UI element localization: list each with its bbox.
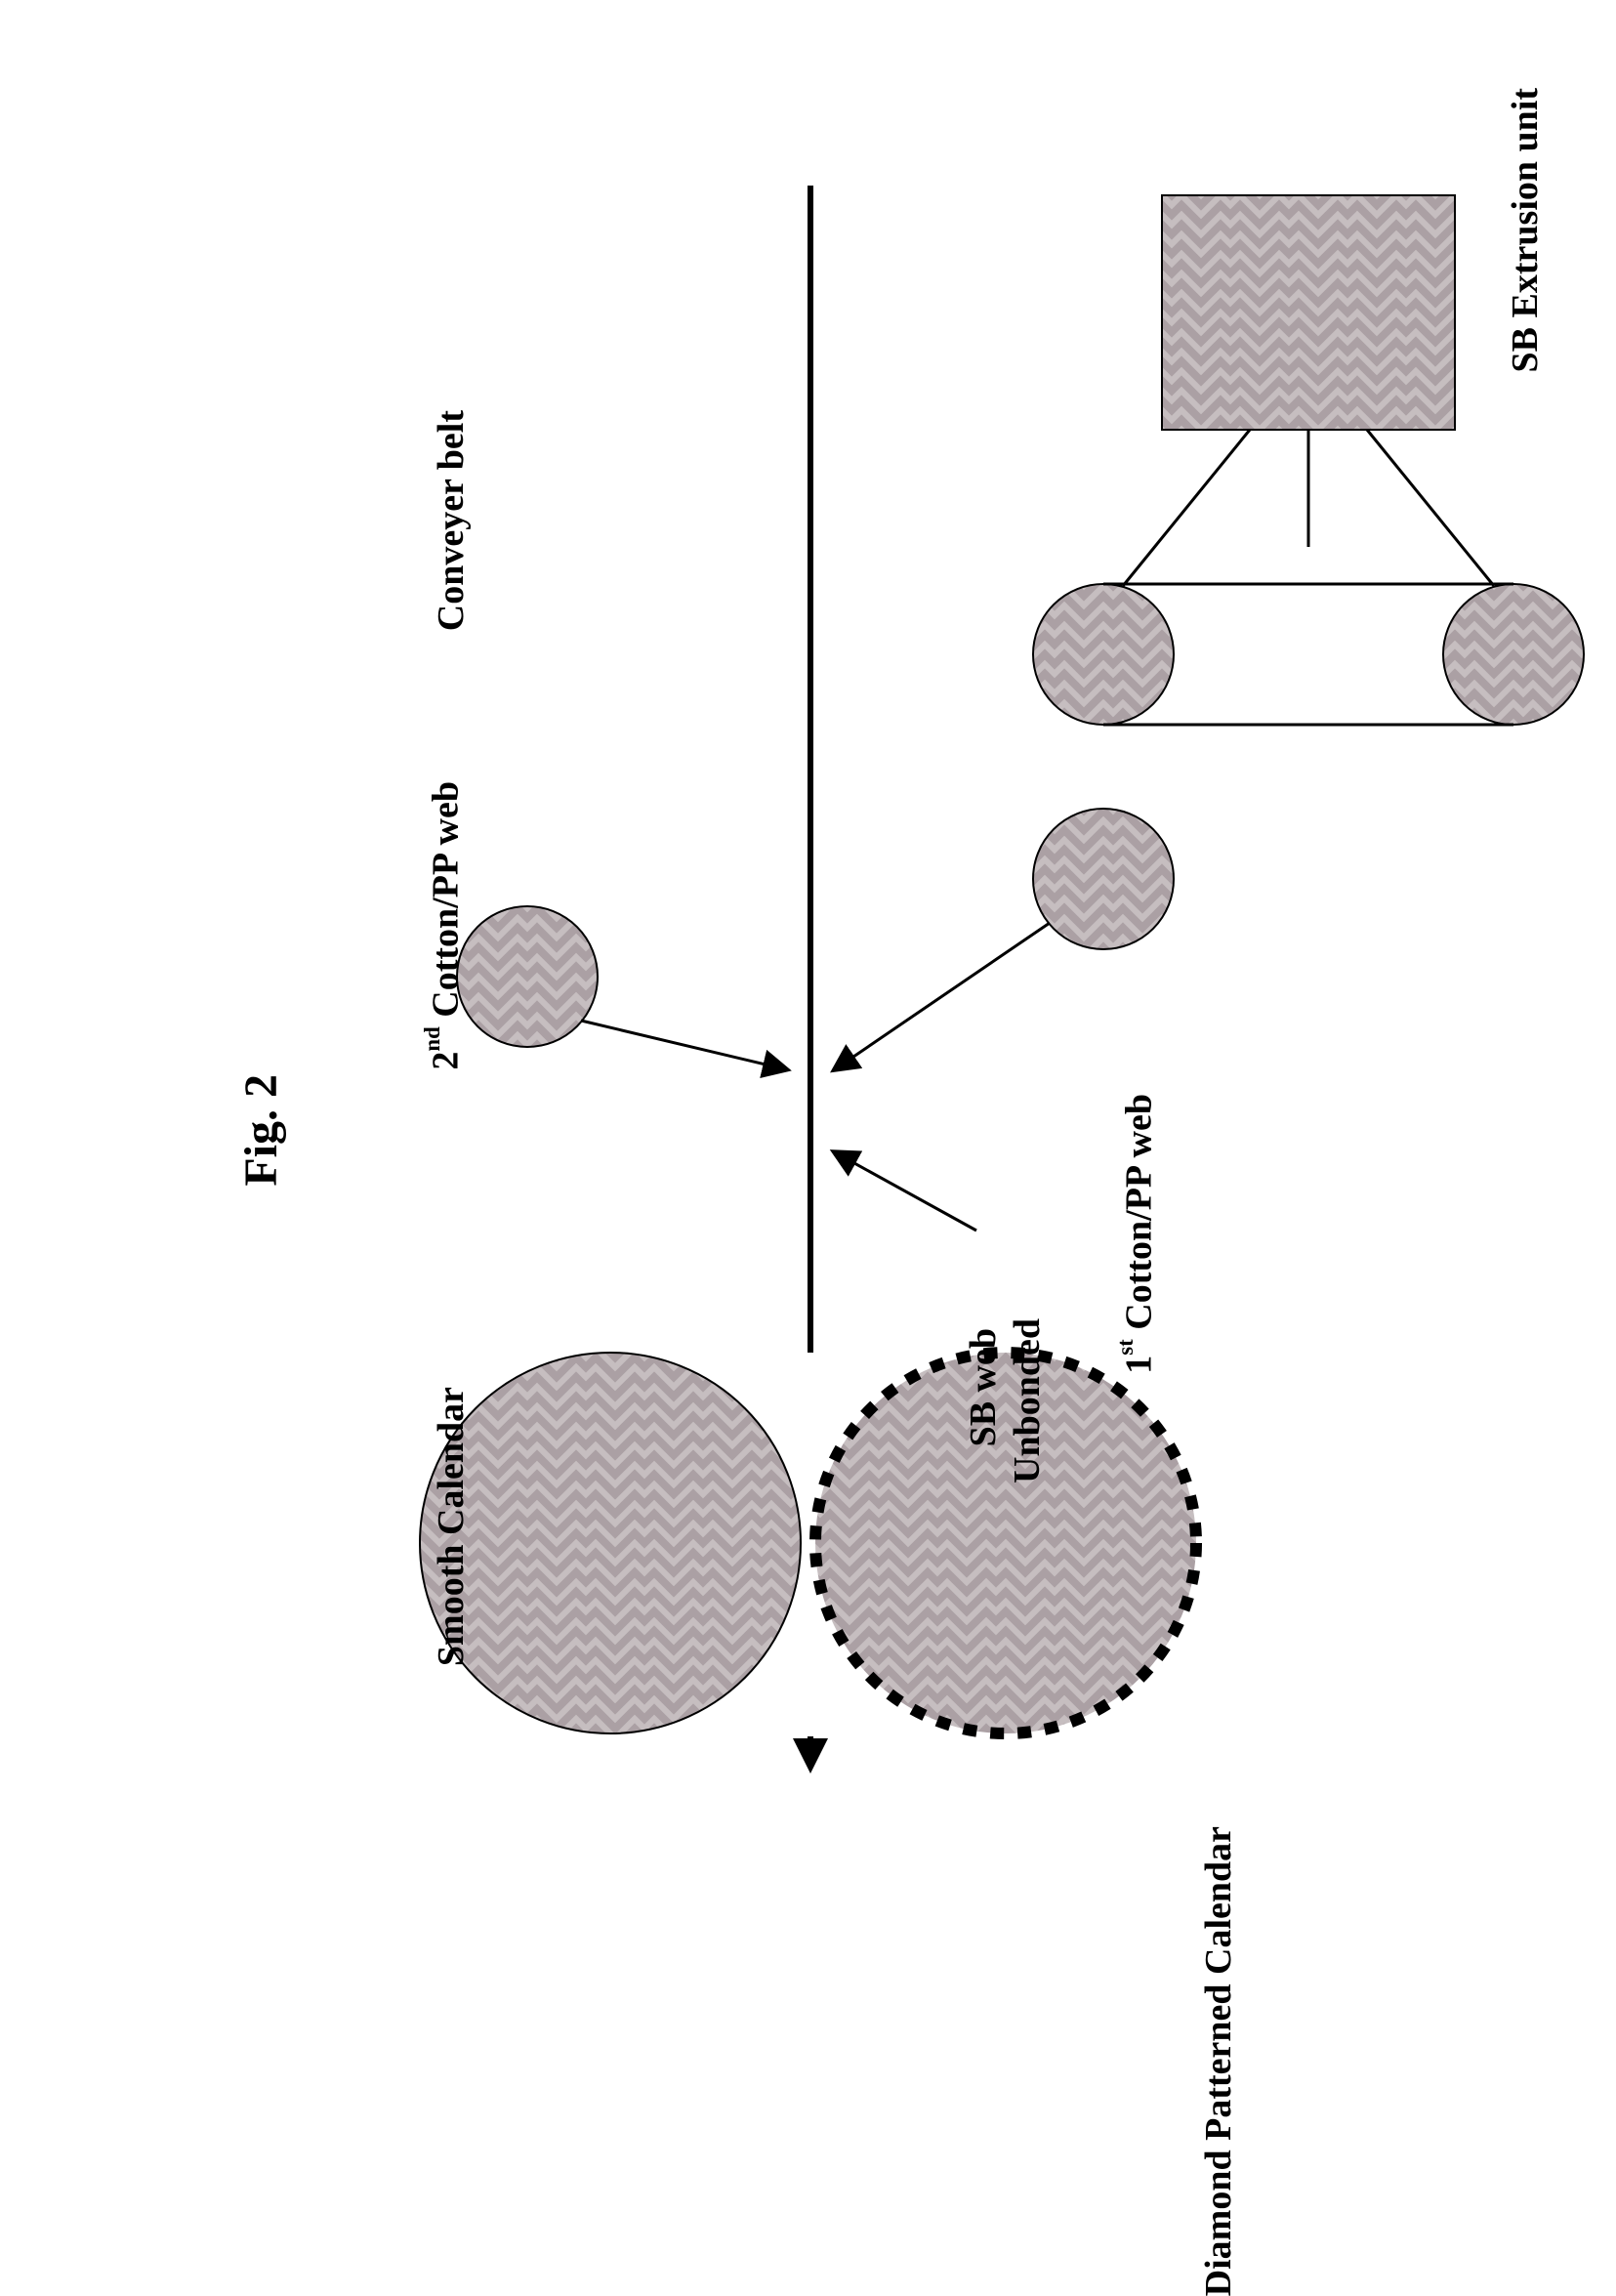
cotton-roll-2 (457, 906, 598, 1047)
ord-post: Cotton/PP web (426, 781, 467, 1026)
cotton1-arrow (835, 923, 1050, 1069)
ord-post: Cotton/PP web (1119, 1094, 1160, 1339)
cotton-roll-1 (1033, 809, 1174, 949)
diagram-stage (0, 0, 1616, 1934)
unbonded-label-1: Unbonded (1006, 1318, 1049, 1483)
ord-pre: 2 (426, 1052, 467, 1070)
diamond-label: Diamond Patterned Calendar (1197, 1826, 1240, 2296)
extruder-box (1162, 195, 1455, 430)
cotton2-label: 2nd Cotton/PP web (420, 781, 468, 1070)
ord-sup: st (1113, 1339, 1138, 1355)
cotton2-arrow (581, 1021, 786, 1069)
conveyer-label: Conveyer belt (430, 410, 473, 631)
cotton1-label: 1st Cotton/PP web (1113, 1094, 1161, 1374)
belt-roll-right (1443, 584, 1584, 725)
extruder-ray (1123, 430, 1250, 586)
unbonded-label-2: SB web (962, 1328, 1005, 1446)
ord-pre: 1 (1119, 1356, 1160, 1374)
ord-sup: nd (420, 1026, 444, 1051)
figure-caption: Fig. 2 (234, 1074, 288, 1187)
smooth-label: Smooth Calendar (430, 1387, 473, 1666)
extruder-ray (1367, 430, 1494, 586)
unbonded-arrow (835, 1152, 976, 1231)
belt-roll-left (1033, 584, 1174, 725)
smooth-calendar (420, 1353, 801, 1733)
extrusion-label: SB Extrusion unit (1504, 88, 1547, 372)
